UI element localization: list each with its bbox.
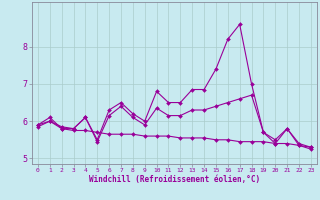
X-axis label: Windchill (Refroidissement éolien,°C): Windchill (Refroidissement éolien,°C) [89, 175, 260, 184]
